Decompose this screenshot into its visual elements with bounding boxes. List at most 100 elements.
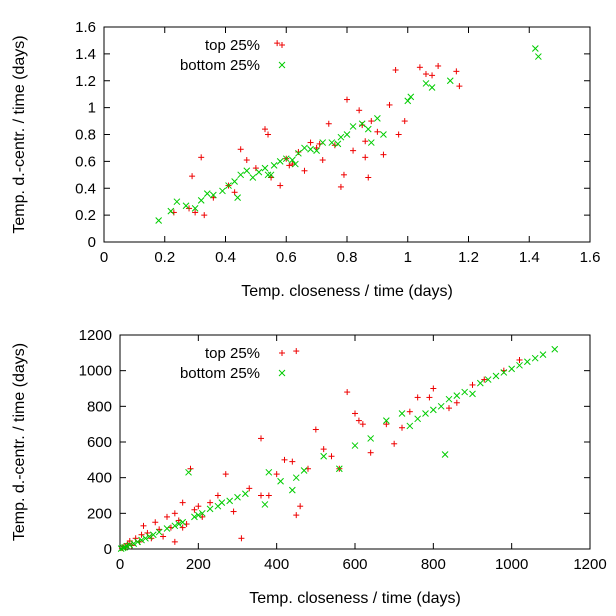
data-point-plus — [426, 394, 433, 401]
data-point-cross — [234, 194, 242, 202]
data-point-cross — [171, 522, 179, 530]
data-point-cross — [292, 474, 300, 482]
data-point-cross — [358, 120, 366, 128]
data-point-cross — [243, 167, 251, 175]
data-point-plus — [312, 426, 319, 433]
x-tick-label: 400 — [264, 556, 289, 573]
data-point-plus — [367, 449, 374, 456]
data-point-cross — [437, 402, 445, 410]
series-top-25 — [170, 40, 463, 219]
data-point-plus — [406, 408, 413, 415]
data-point-cross — [276, 158, 284, 165]
y-tick-label: 0.4 — [75, 180, 96, 197]
data-point-cross — [270, 162, 278, 169]
data-point-plus — [179, 499, 186, 506]
data-point-plus — [319, 157, 326, 164]
data-point-cross — [146, 533, 153, 540]
data-point-cross — [219, 187, 226, 195]
x-axis-label: Temp. closeness / time (days) — [241, 283, 453, 300]
data-point-cross — [197, 196, 205, 204]
data-point-cross — [313, 147, 320, 154]
data-point-cross — [484, 376, 492, 383]
chart-panel-1: 0 0.2 0.4 0.6 0.8 1 1.2 1.4 1.6 0 0.2 0.4 0.6 0.8 1 1.2… — [11, 19, 600, 300]
data-point-plus — [386, 101, 393, 108]
data-point-plus — [356, 107, 363, 114]
data-point-cross — [198, 509, 206, 517]
data-point-cross — [307, 145, 314, 153]
data-point-cross — [278, 369, 286, 377]
data-point-cross — [191, 205, 199, 212]
data-point-cross — [167, 207, 175, 215]
data-point-cross — [206, 505, 214, 513]
data-point-plus — [368, 118, 375, 125]
data-point-plus — [171, 538, 178, 545]
data-point-cross — [288, 156, 296, 164]
data-point-plus — [301, 167, 308, 174]
data-point-cross — [226, 497, 234, 505]
data-point-plus — [279, 42, 285, 48]
y-tick-label: 800 — [87, 398, 112, 415]
series-top-25 — [118, 348, 523, 552]
legend-label: bottom 25% — [180, 365, 260, 382]
y-axis-label: Temp. d.-centr. / time (days) — [11, 343, 28, 541]
data-point-plus — [189, 173, 196, 180]
data-point-plus — [265, 492, 272, 499]
legend-label: bottom 25% — [180, 57, 260, 74]
data-point-cross — [551, 345, 559, 353]
data-point-plus — [273, 471, 280, 478]
chart-panel-2: 0 200 400 600 800 1000 1200 0 200 400 600 800 1000 12… — [11, 327, 607, 607]
data-point-cross — [142, 534, 149, 542]
data-point-plus — [352, 410, 358, 417]
data-point-cross — [288, 486, 296, 494]
data-point-cross — [500, 369, 508, 376]
data-point-cross — [351, 442, 359, 449]
data-point-cross — [343, 131, 351, 138]
data-point-cross — [404, 97, 412, 105]
data-point-cross — [255, 168, 263, 176]
data-point-cross — [134, 538, 141, 546]
data-point-cross — [282, 155, 290, 163]
data-point-cross — [194, 511, 202, 519]
x-tick-label: 0.2 — [154, 249, 175, 266]
x-tick-label: 0.4 — [215, 249, 236, 266]
data-point-plus — [414, 394, 421, 401]
data-point-plus — [430, 385, 437, 392]
data-point-plus — [138, 531, 145, 538]
data-point-cross — [295, 149, 302, 157]
data-point-plus — [231, 189, 238, 196]
y-axis-label: Temp. d.-centr. / time (days) — [11, 35, 28, 233]
data-point-plus — [222, 471, 229, 478]
series-bottom-25 — [155, 45, 542, 224]
data-point-cross — [130, 540, 138, 548]
data-point-plus — [286, 162, 293, 169]
y-tick-label: 0 — [104, 541, 112, 558]
y-tick-label: 1 — [88, 100, 96, 117]
data-point-cross — [508, 365, 516, 373]
data-point-plus — [383, 421, 390, 428]
data-point-cross — [182, 202, 190, 210]
x-tick-label: 1.4 — [519, 249, 540, 266]
data-point-cross — [516, 361, 523, 369]
data-point-cross — [337, 133, 345, 141]
data-point-cross — [261, 501, 269, 508]
data-point-cross — [429, 406, 437, 414]
data-point-plus — [328, 453, 335, 460]
data-point-plus — [152, 519, 159, 526]
data-point-plus — [258, 435, 264, 442]
data-point-cross — [267, 171, 275, 179]
data-point-plus — [362, 138, 369, 145]
y-tick-label: 1200 — [79, 327, 112, 344]
data-point-cross — [461, 388, 469, 396]
data-point-plus — [481, 376, 488, 383]
data-point-plus — [164, 513, 170, 520]
y-tick-label: 600 — [87, 434, 112, 451]
data-point-cross — [414, 415, 422, 423]
data-point-plus — [243, 157, 250, 164]
y-tick-label: 0.2 — [75, 207, 96, 224]
data-point-plus — [261, 126, 268, 133]
data-point-cross — [328, 139, 336, 146]
y-tick-label: 0 — [88, 234, 96, 251]
legend-label: top 25% — [205, 37, 260, 54]
data-point-plus — [293, 512, 300, 519]
data-point-plus — [289, 458, 296, 465]
